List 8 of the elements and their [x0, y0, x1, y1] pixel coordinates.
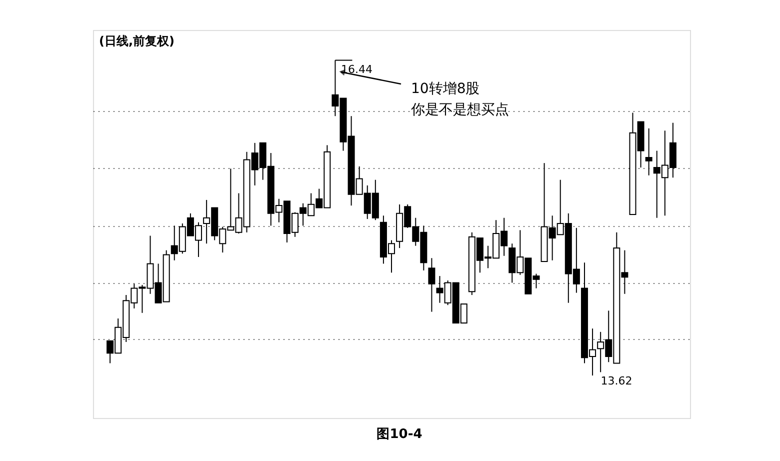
candlestick: [645, 128, 652, 176]
annotation: 13.62: [600, 374, 632, 388]
annotation: 10转增8股: [411, 81, 480, 97]
candlestick: [428, 258, 436, 312]
chart-title: (日线,前复权): [99, 34, 175, 48]
annotation: 16.44: [341, 63, 373, 76]
annotation: 你是不是想买点: [410, 102, 509, 118]
caption: 图10-4: [376, 427, 422, 442]
